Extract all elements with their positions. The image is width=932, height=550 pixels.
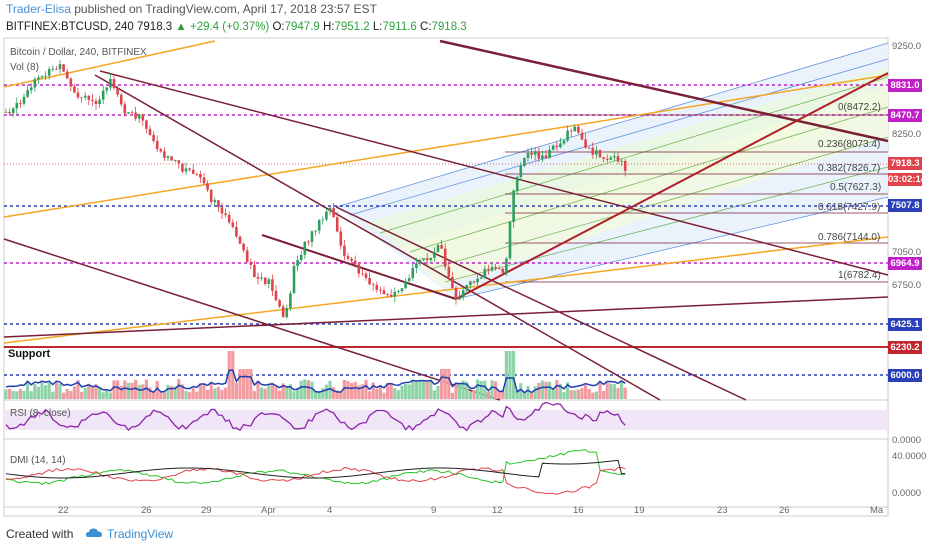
price-tick-9250: 9250.0: [892, 41, 922, 52]
fib-label-0236: 0.236(8073.4): [818, 139, 881, 150]
author-link[interactable]: Trader-Elisa: [6, 2, 71, 16]
close-label: C:: [420, 21, 432, 33]
x-tick-apr: Apr: [261, 505, 276, 516]
candlestick-series: [4, 59, 627, 320]
trend-lines: [3, 39, 889, 401]
ohlc-header: BITFINEX:BTCUSD, 240 7918.3 ▲ +29.4 (+0.…: [0, 18, 932, 36]
fib-label-0382: 0.382(7826.7): [818, 163, 881, 174]
price-tick-7050: 7050.0: [892, 247, 922, 258]
rsi-label: RSI (8, close): [10, 408, 71, 419]
low-value: 7911.6: [382, 21, 417, 33]
publish-header: Trader-Elisa published on TradingView.co…: [0, 0, 932, 18]
fib-label-1: 1(6782.4): [838, 270, 881, 281]
dmi-label: DMI (14, 14): [10, 455, 66, 466]
price-label-6230: 6230.2: [888, 341, 922, 354]
open-value: 7947.9: [284, 21, 320, 33]
x-tick-16: 16: [573, 505, 584, 516]
x-tick-22: 22: [58, 505, 69, 516]
x-tick-4: 4: [327, 505, 333, 516]
tradingview-link[interactable]: TradingView: [107, 527, 174, 541]
price-tick-6750: 6750.0: [892, 280, 922, 291]
dmi-tick-40: 40.0000: [892, 451, 927, 462]
rsi-line: [5, 401, 626, 432]
open-label: O:: [272, 21, 285, 33]
fib-label-0786: 0.786(7144.0): [818, 232, 881, 243]
price-label-6425: 6425.1: [888, 318, 922, 331]
price-label-8831: 8831.0: [888, 79, 922, 92]
fib-label-0618: 0.618(7427.9): [818, 202, 881, 213]
countdown-label: 03:02:14: [888, 173, 927, 186]
chart-legend-title: Bitcoin / Dollar, 240, BITFINEX: [10, 47, 147, 58]
price-tick-8250: 8250.0: [892, 129, 922, 140]
price-label-7507: 7507.8: [888, 199, 922, 212]
footer: Created with TradingView: [0, 518, 932, 550]
close-value: 7918.3: [431, 21, 467, 33]
dmi-tick-0: 0.0000: [892, 488, 922, 499]
volume-label: Vol (8): [10, 62, 39, 73]
dmi-minus-line: [5, 467, 626, 495]
fib-label-0: 0(8472.2): [838, 102, 881, 113]
x-tick-29: 29: [201, 505, 212, 516]
x-tick-9: 9: [431, 505, 437, 516]
pitchfork-channel: [335, 42, 889, 300]
support-label: Support: [8, 348, 51, 360]
price-change: ▲ +29.4 (+0.37%): [175, 21, 270, 33]
price-label-6000: 6000.0: [888, 369, 922, 382]
high-label: H:: [323, 21, 335, 33]
x-tick-19: 19: [634, 505, 645, 516]
tradingview-logo-icon: [86, 527, 104, 542]
x-tick-23: 23: [717, 505, 728, 516]
low-label: L:: [372, 21, 383, 33]
horizontal-levels: [4, 84, 888, 376]
created-with-label: Created with: [6, 527, 74, 541]
publish-info: published on TradingView.com, April 17, …: [74, 2, 377, 16]
rsi-band: [4, 410, 888, 430]
volume-ma-line: [5, 369, 626, 394]
symbol-label: BITFINEX:BTCUSD, 240: [6, 21, 134, 33]
x-tick-12: 12: [492, 505, 503, 516]
dmi-plus-line: [5, 449, 626, 485]
chart-area[interactable]: Bitcoin / Dollar, 240, BITFINEX Vol (8) …: [0, 37, 932, 518]
high-value: 7951.2: [334, 21, 370, 33]
adx-line: [5, 459, 626, 479]
chart-canvas[interactable]: [0, 37, 932, 518]
volume-bars: [4, 351, 627, 399]
x-tick-ma: Ma: [870, 505, 884, 516]
x-tick-26b: 26: [779, 505, 790, 516]
rsi-tick-0: 0.0000: [892, 435, 922, 446]
x-tick-26: 26: [141, 505, 152, 516]
fib-retracement: [505, 114, 888, 283]
price-label-last: 7918.3: [888, 157, 922, 170]
last-price: 7918.3: [137, 21, 173, 33]
price-label-6964: 6964.9: [888, 257, 922, 270]
price-label-8470: 8470.7: [888, 109, 922, 122]
fib-label-05: 0.5(7627.3): [830, 182, 882, 193]
